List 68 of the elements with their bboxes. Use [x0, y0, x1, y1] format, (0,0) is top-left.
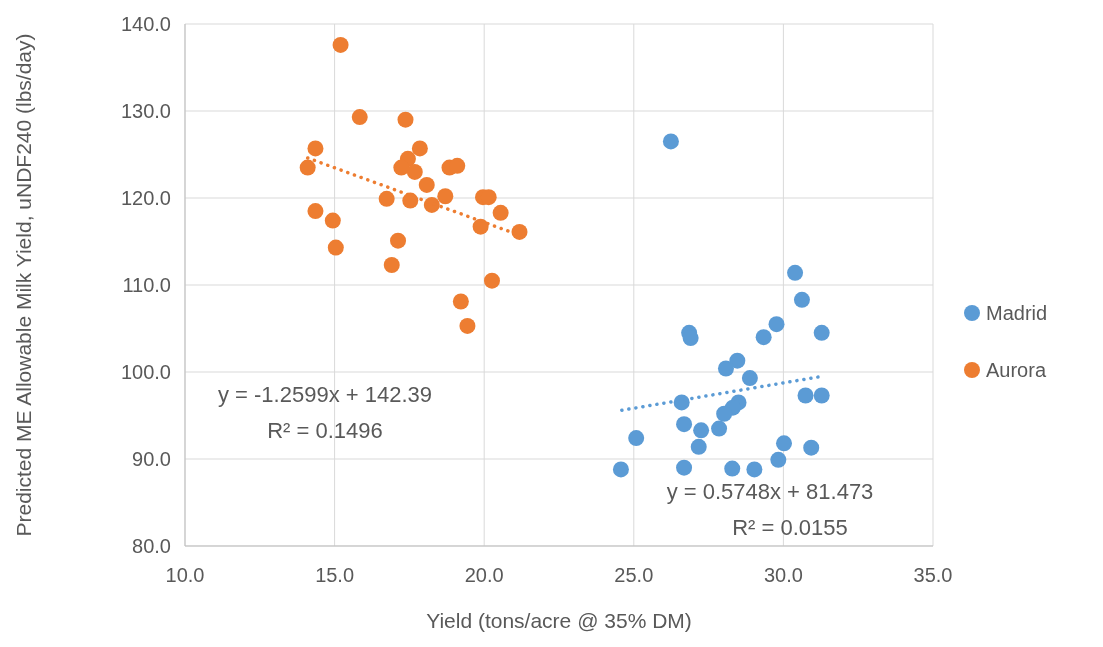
x-tick-label: 10.0 [165, 564, 205, 586]
point [483, 272, 500, 289]
point [770, 451, 787, 468]
point [406, 163, 423, 180]
point [690, 438, 707, 455]
annotation: y = -1.2599x + 142.39 [217, 382, 433, 407]
point [676, 416, 693, 433]
y-tick-label: 110.0 [122, 274, 171, 296]
point [411, 140, 428, 157]
y-axis-title: Predicted ME Allowable Milk Yield, uNDF240 (lbs/day) [12, 33, 35, 537]
x-axis-title: Yield (tons/acre @ 35% DM) [426, 609, 692, 632]
point [511, 223, 528, 240]
point [378, 190, 395, 207]
y-tick-label: 90.0 [132, 448, 171, 470]
point [418, 176, 435, 193]
point [390, 232, 407, 249]
point [662, 133, 679, 150]
legend-label: Aurora [986, 359, 1047, 381]
x-tick-label: 30.0 [763, 564, 803, 586]
point [397, 111, 414, 128]
x-tick-label: 35.0 [913, 564, 953, 586]
point [459, 317, 476, 334]
point [492, 204, 509, 221]
point [351, 109, 368, 126]
point [324, 212, 341, 229]
x-tick-label: 15.0 [315, 564, 355, 586]
point [716, 405, 733, 422]
point [332, 36, 349, 53]
y-tick-label: 80.0 [132, 535, 171, 557]
point [813, 387, 830, 404]
annotation: R² = 0.0155 [732, 515, 848, 540]
point [755, 329, 772, 346]
x-tick-label: 25.0 [614, 564, 654, 586]
point [327, 239, 344, 256]
point [793, 291, 810, 308]
point [452, 293, 469, 310]
y-tick-label: 140.0 [120, 13, 171, 35]
point [776, 435, 792, 452]
annotation: y = 0.5748x + 81.473 [666, 479, 874, 504]
point [717, 360, 734, 377]
x-tick-label: 20.0 [464, 564, 504, 586]
point [746, 461, 763, 478]
point [803, 439, 820, 456]
point [472, 218, 489, 235]
point [393, 159, 410, 176]
point [383, 256, 400, 273]
point [797, 387, 814, 404]
point [741, 370, 758, 387]
point [307, 203, 324, 220]
y-tick-label: 100.0 [120, 361, 171, 383]
point [299, 159, 316, 176]
point [676, 459, 693, 476]
legend-label: Madrid [986, 302, 1048, 324]
point [711, 420, 728, 437]
y-tick-label: 130.0 [120, 100, 171, 122]
point [612, 461, 629, 478]
point [307, 140, 324, 157]
point [693, 422, 710, 439]
point [437, 188, 454, 205]
point [768, 316, 785, 333]
point [729, 352, 746, 369]
point [724, 460, 741, 477]
point [628, 430, 645, 447]
point [423, 196, 440, 213]
point [813, 324, 830, 341]
point [787, 264, 804, 281]
annotation: R² = 0.1496 [267, 418, 383, 443]
y-tick-label: 120.0 [120, 187, 171, 209]
